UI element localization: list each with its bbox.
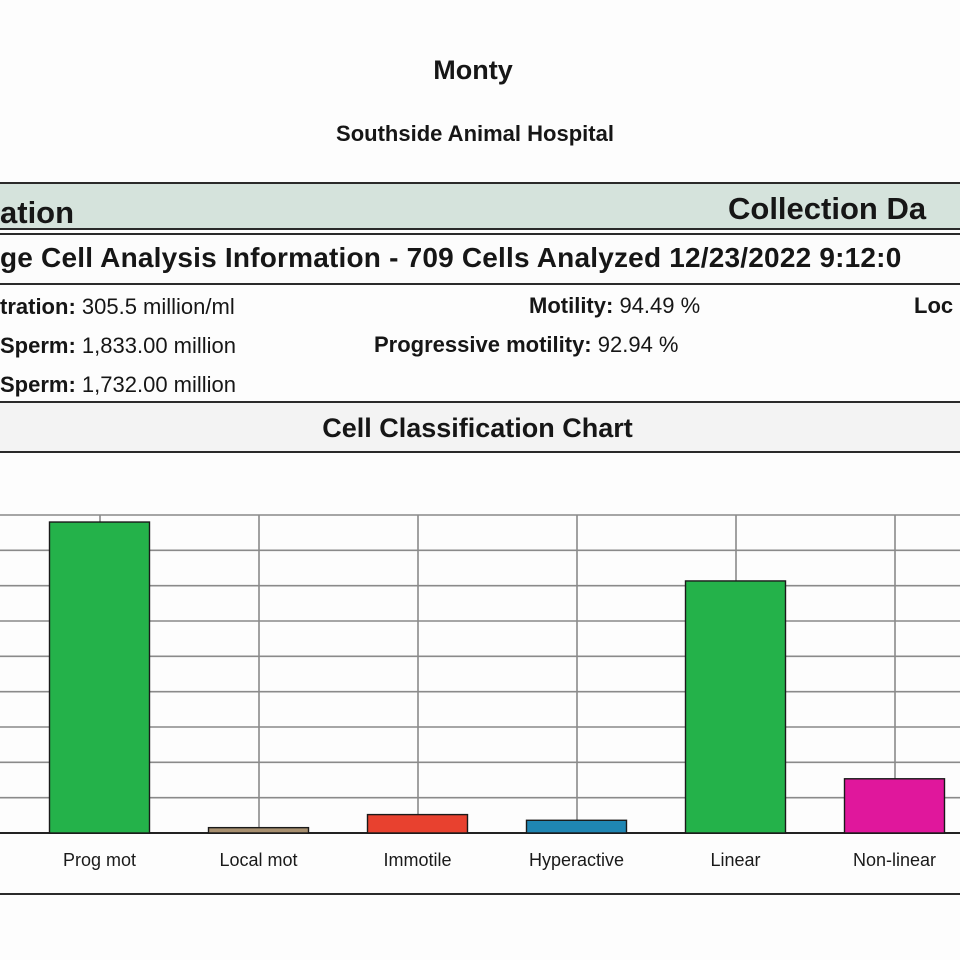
progressive-sperm-label: Sperm: [0, 372, 76, 397]
progressive-sperm-value: 1,732.00 million [81, 372, 237, 397]
local-motility-label: Loc [914, 293, 954, 318]
local-motility-row: Loc [914, 293, 953, 319]
bar-non-linear [843, 778, 946, 834]
bar-immotile [366, 813, 469, 834]
chart-category-labels: Prog mot Local mot Immotile Hyperactive Line… [63, 850, 936, 870]
collection-header-band [0, 182, 960, 230]
clinic-name: Southside Animal Hospital [336, 121, 614, 146]
progressive-motility-value: 92.94 % [597, 332, 679, 357]
bar-prog-mot [48, 521, 151, 834]
patient-name: Monty [433, 55, 513, 85]
total-sperm-value: 1,833.00 million [81, 333, 237, 358]
chart-grid [0, 514, 960, 834]
category-label: Linear [710, 850, 760, 870]
chart-heading: Cell Classification Chart [322, 413, 633, 443]
motility-label: Motility: [529, 293, 614, 318]
collection-date-label: Collection Da [728, 191, 927, 226]
category-label: Non-linear [853, 850, 936, 870]
bar-local-mot [207, 826, 310, 834]
category-label: Local mot [219, 850, 297, 870]
bar-linear [684, 580, 787, 834]
collection-info-label: ation [0, 195, 75, 230]
chart-bars [48, 521, 946, 834]
total-sperm-label: Sperm: [0, 333, 76, 358]
cell-classification-chart: Prog mot Local mot Immotile Hyperactive Line… [0, 514, 960, 870]
category-label: Hyperactive [529, 850, 624, 870]
concentration-value: 305.5 million/ml [81, 294, 235, 319]
chart-header-band [0, 401, 960, 453]
category-label: Immotile [383, 850, 451, 870]
motility-row: Motility: 94.49 % [529, 293, 700, 319]
progressive-motility-row: Progressive motility: 92.94 % [374, 332, 679, 358]
motility-value: 94.49 % [619, 293, 701, 318]
category-label: Prog mot [63, 850, 136, 870]
analysis-header-band [0, 233, 960, 285]
progressive-sperm-row: Sperm: 1,732.00 million [0, 372, 236, 398]
concentration-row: tration: 305.5 million/ml [0, 294, 235, 320]
total-sperm-row: Sperm: 1,833.00 million [0, 333, 236, 359]
bar-hyperactive [525, 819, 628, 834]
analysis-heading: ge Cell Analysis Information - 709 Cells… [0, 242, 902, 273]
bottom-rule [0, 893, 960, 895]
progressive-motility-label: Progressive motility: [374, 332, 592, 357]
concentration-label: tration: [0, 294, 76, 319]
